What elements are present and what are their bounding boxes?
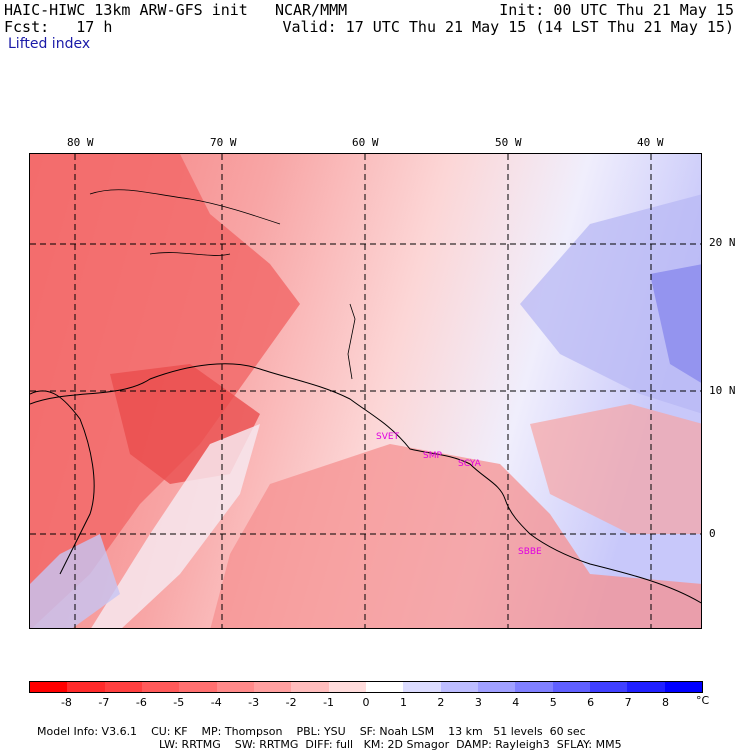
colorbar bbox=[29, 681, 703, 693]
high-index-region-pacific bbox=[30, 534, 120, 628]
model-title: HAIC-HIWC 13km ARW-GFS init NCAR/MMM bbox=[4, 1, 348, 19]
coastline-south-america bbox=[30, 363, 701, 604]
low-index-region-south bbox=[210, 444, 701, 628]
colorbar-tick-label: -1 bbox=[323, 696, 335, 709]
colorbar-swatch bbox=[477, 682, 516, 692]
colorbar-tick-label: 5 bbox=[549, 696, 557, 709]
lat-label-20n: 20 N bbox=[709, 236, 736, 249]
colorbar-swatch bbox=[104, 682, 142, 692]
coastline-central-america bbox=[30, 390, 95, 575]
model-info-line1: Model Info: V3.6.1 CU: KF MP: Thompson P… bbox=[37, 725, 586, 738]
lon-label-60w: 60 W bbox=[352, 136, 379, 149]
colorbar-tick-label: 6 bbox=[587, 696, 595, 709]
colorbar-swatch bbox=[552, 682, 590, 692]
low-index-region-east bbox=[530, 404, 701, 534]
colorbar-swatch bbox=[403, 682, 441, 692]
city-label-svet: SVET bbox=[376, 432, 400, 442]
colorbar-tick-label: -8 bbox=[60, 696, 72, 709]
colorbar-tick-label: -6 bbox=[135, 696, 147, 709]
colorbar-swatch bbox=[67, 682, 105, 692]
city-label-sbbe: SBBE bbox=[518, 547, 542, 557]
colorbar-tick-label: -2 bbox=[285, 696, 297, 709]
colorbar-tick-label: 4 bbox=[512, 696, 520, 709]
colorbar-swatch bbox=[440, 682, 478, 692]
map-panel: SVET SMP SCYA SBBE bbox=[29, 153, 702, 629]
model-info-line2: LW: RRTMG SW: RRTMG DIFF: full KM: 2D Sm… bbox=[159, 738, 622, 751]
coastline-hispaniola bbox=[149, 252, 231, 256]
coastline-greater-antilles bbox=[89, 189, 281, 225]
colorbar-tick-label: -4 bbox=[210, 696, 222, 709]
lon-label-70w: 70 W bbox=[210, 136, 237, 149]
lat-label-0: 0 bbox=[709, 527, 716, 540]
colorbar-swatch bbox=[664, 682, 702, 692]
high-index-core-east bbox=[650, 264, 701, 383]
valid-time: Valid: 17 UTC Thu 21 May 15 (14 LST Thu … bbox=[282, 18, 734, 36]
city-label-scya: SCYA bbox=[458, 459, 481, 469]
lon-label-40w: 40 W bbox=[637, 136, 664, 149]
colorbar-tick-label: -3 bbox=[248, 696, 260, 709]
colorbar-tick-label: -7 bbox=[98, 696, 110, 709]
andes-pale-band bbox=[91, 424, 260, 628]
colorbar-tick-label: -5 bbox=[173, 696, 185, 709]
field-name: Lifted index bbox=[8, 36, 91, 52]
colorbar-tick-label: 0 bbox=[362, 696, 370, 709]
coastline-lesser-antilles bbox=[347, 303, 356, 380]
colorbar-swatch bbox=[253, 682, 292, 692]
colorbar-unit: °C bbox=[696, 694, 710, 707]
high-index-region-east bbox=[520, 194, 701, 414]
colorbar-swatch bbox=[216, 682, 254, 692]
graticule bbox=[30, 154, 701, 628]
init-time: Init: 00 UTC Thu 21 May 15 bbox=[499, 1, 734, 19]
lon-label-50w: 50 W bbox=[495, 136, 522, 149]
colorbar-swatch bbox=[627, 682, 665, 692]
colorbar-swatch bbox=[141, 682, 180, 692]
forecast-hour: Fcst: 17 h bbox=[4, 18, 113, 36]
colorbar-tick-label: 1 bbox=[399, 696, 407, 709]
colorbar-swatch bbox=[365, 682, 404, 692]
colorbar-swatch bbox=[589, 682, 628, 692]
colorbar-tick-label: 8 bbox=[662, 696, 670, 709]
colorbar-tick-label: 7 bbox=[624, 696, 632, 709]
colorbar-swatch bbox=[30, 682, 68, 692]
lon-label-80w: 80 W bbox=[67, 136, 94, 149]
colorbar-swatch bbox=[179, 682, 217, 692]
colorbar-tick-label: 3 bbox=[474, 696, 482, 709]
colorbar-swatch bbox=[515, 682, 553, 692]
colorbar-swatch bbox=[291, 682, 329, 692]
city-label-smp: SMP bbox=[423, 451, 442, 461]
lifted-index-map bbox=[30, 154, 701, 628]
lat-label-10n: 10 N bbox=[709, 384, 736, 397]
colorbar-tick-label: 2 bbox=[437, 696, 445, 709]
colorbar-swatch bbox=[328, 682, 366, 692]
